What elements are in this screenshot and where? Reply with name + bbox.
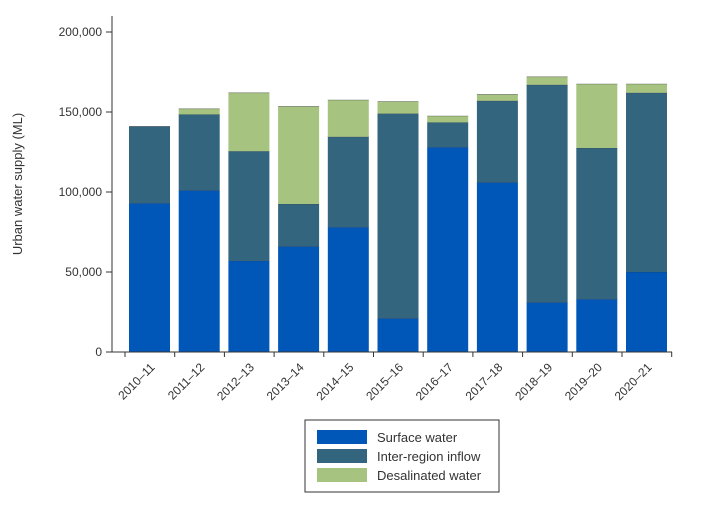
y-axis-label: Urban water supply (ML) <box>10 113 25 255</box>
bar-segment <box>129 126 170 204</box>
bar-segment <box>576 299 618 352</box>
y-tick-label: 150,000 <box>59 105 103 119</box>
bar-segment <box>526 84 568 303</box>
legend-swatch <box>317 449 367 463</box>
bar-segment <box>626 92 667 272</box>
x-tick-label: 2019–20 <box>562 360 605 403</box>
bar-segment <box>427 147 469 352</box>
bar-segment <box>278 204 320 247</box>
bar-segment <box>178 108 220 115</box>
bar-segment <box>576 84 618 148</box>
y-tick-label: 200,000 <box>59 25 103 39</box>
bar-segment <box>576 148 618 300</box>
x-tick-label: 2015–16 <box>363 360 406 403</box>
bars <box>129 76 667 352</box>
bar-segment <box>327 227 369 352</box>
x-tick-label: 2016–17 <box>413 360 456 403</box>
bar-segment <box>526 76 568 85</box>
y-tick-label: 0 <box>95 345 102 359</box>
bar-segment <box>129 203 170 352</box>
bar-segment <box>427 122 469 148</box>
bar-segment <box>427 116 469 123</box>
x-tick-label: 2018–19 <box>512 360 555 403</box>
x-tick-label: 2014–15 <box>313 360 356 403</box>
bar-segment <box>178 190 220 352</box>
bar-segment <box>228 260 270 352</box>
bar-segment <box>377 113 419 319</box>
x-tick-label: 2013–14 <box>264 360 307 403</box>
bar-segment <box>278 106 320 204</box>
legend-swatch <box>317 430 367 444</box>
bar-segment <box>327 136 369 228</box>
x-tick-label: 2017–18 <box>463 360 506 403</box>
x-tick-label: 2010–11 <box>115 360 158 403</box>
x-tick-label: 2020–21 <box>612 360 655 403</box>
x-tick-label: 2012–13 <box>214 360 257 403</box>
legend: Surface water Inter-region inflow Desalina… <box>304 419 500 493</box>
y-tick-label: 100,000 <box>59 185 103 199</box>
legend-swatch <box>317 468 367 482</box>
bar-segment <box>278 246 320 352</box>
bar-segment <box>476 182 518 352</box>
bar-segment <box>228 92 270 152</box>
bar-segment <box>526 302 568 352</box>
bar-segment <box>327 100 369 137</box>
bar-segment <box>626 272 667 352</box>
bar-segment <box>377 318 419 352</box>
legend-label: Inter-region inflow <box>377 449 481 464</box>
bar-segment <box>228 151 270 261</box>
bar-segment <box>377 101 419 114</box>
bar-segment <box>476 100 518 183</box>
y-tick-label: 50,000 <box>65 265 102 279</box>
bar-segment <box>178 114 220 191</box>
x-tick-label: 2011–12 <box>165 360 208 403</box>
bar-segment <box>626 84 667 93</box>
legend-label: Surface water <box>377 430 458 445</box>
bar-segment <box>476 94 518 101</box>
legend-label: Desalinated water <box>377 468 482 483</box>
